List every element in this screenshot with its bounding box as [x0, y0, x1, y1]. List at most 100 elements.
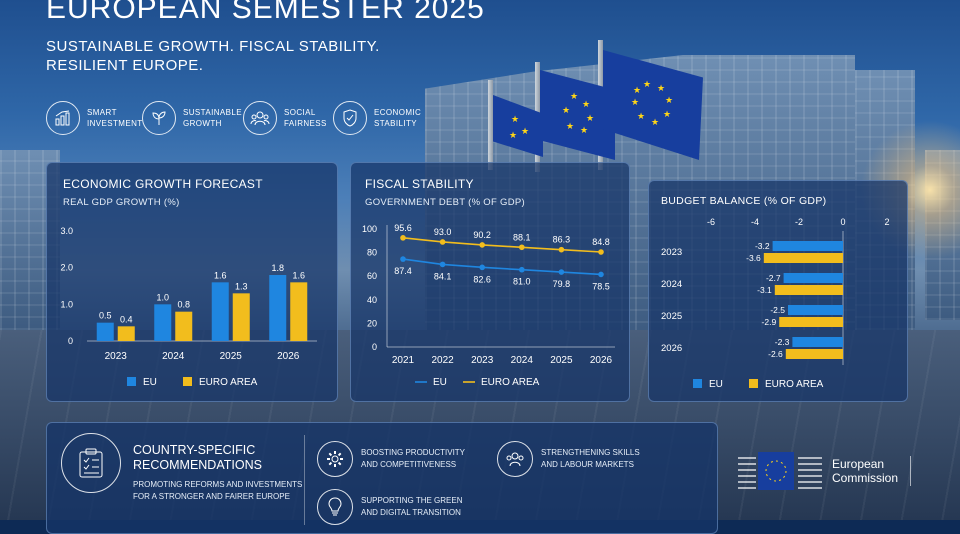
y-tick-label: 40 [367, 295, 377, 305]
legend-label: EURO AREA [199, 377, 258, 388]
data-label: 82.6 [473, 274, 491, 284]
y-tick-label: 3.0 [60, 226, 73, 236]
pillar-label-line1: ECONOMIC [374, 108, 422, 117]
page-subtitle-line1: SUSTAINABLE GROWTH. FISCAL STABILITY. [46, 38, 380, 55]
bar-eu [96, 322, 114, 341]
data-label: 1.6 [214, 270, 227, 280]
data-label: 1.6 [292, 270, 305, 280]
y-tick-label: 1.0 [60, 299, 73, 309]
pillar-label-line1: SUSTAINABLE [183, 108, 242, 117]
leaf-icon [142, 101, 176, 135]
pillar-label-line2: INVESTMENT [87, 119, 143, 128]
x-tick-label: 2024 [511, 355, 534, 366]
data-point [479, 242, 485, 248]
bar-eu [792, 337, 843, 347]
recommendations-heading: COUNTRY-SPECIFIC RECOMMENDATIONS [133, 443, 262, 473]
x-tick-label: 2021 [392, 355, 415, 366]
x-tick-label: 2026 [277, 351, 300, 362]
chart-subtitle: REAL GDP GROWTH (%) [63, 197, 180, 208]
people-icon [243, 101, 277, 135]
chart-title: ECONOMIC GROWTH FORECAST [63, 177, 263, 191]
flag-pole [488, 80, 493, 170]
recommendation-item-line1: STRENGTHENING SKILLS [541, 448, 640, 457]
page-subtitle-line2: RESILIENT EUROPE. [46, 57, 204, 74]
page-title: EUROPEAN SEMESTER 2025 [46, 0, 485, 25]
divider [304, 435, 305, 525]
recommendations-desc-line1: PROMOTING REFORMS AND INVESTMENTS [133, 480, 303, 489]
gear-icon [317, 441, 353, 477]
data-label: 90.2 [473, 230, 491, 240]
data-point [519, 244, 525, 251]
recommendation-item-line2: AND COMPETITIVENESS [361, 460, 457, 469]
data-label: 88.1 [513, 232, 531, 242]
data-point [519, 266, 525, 273]
bar-euro-area [117, 326, 135, 341]
data-label: -2.3 [775, 337, 790, 347]
data-label: 95.6 [394, 223, 412, 233]
gdp-growth-panel: ECONOMIC GROWTH FORECAST REAL GDP GROWTH… [46, 162, 338, 402]
y-tick-label: 80 [367, 248, 377, 258]
chart-title: BUDGET BALANCE (% OF GDP) [661, 195, 827, 207]
budget-balance-panel: BUDGET BALANCE (% OF GDP) -6 -4 -2 0 2 2023 -3… [648, 180, 908, 402]
data-label: 0.5 [99, 311, 112, 321]
data-label: 0.8 [177, 300, 190, 310]
data-label: -3.2 [755, 241, 770, 251]
x-tick-label: -4 [751, 217, 759, 227]
x-tick-label: 2022 [431, 355, 454, 366]
legend-label: EURO AREA [765, 379, 824, 390]
legend-label: EURO AREA [481, 377, 540, 388]
pillar-label-line2: STABILITY [374, 119, 418, 128]
recommendation-item-line2: AND DIGITAL TRANSITION [361, 508, 461, 517]
bar-eu [788, 305, 843, 315]
bar-euro-area [232, 293, 250, 341]
x-tick-label: 2023 [471, 355, 494, 366]
recommendations-heading-line2: RECOMMENDATIONS [133, 458, 262, 472]
x-tick-label: 2024 [162, 351, 185, 362]
x-tick-label: 0 [840, 217, 845, 227]
bar-euro-area [774, 285, 843, 295]
recommendation-item: STRENGTHENING SKILLS AND LABOUR MARKETS [497, 441, 640, 477]
x-tick-label: 2 [884, 217, 889, 227]
y-tick-label: 60 [367, 271, 377, 281]
logo-divider [910, 456, 912, 486]
pillar-economic-stability: ECONOMIC STABILITY [333, 100, 421, 136]
bar-eu [772, 241, 843, 251]
x-tick-label: 2026 [590, 355, 613, 366]
series-line-eu [402, 258, 602, 276]
recommendations-desc-line2: FOR A STRONGER AND FAIRER EUROPE [133, 492, 290, 501]
data-label: -2.5 [770, 305, 785, 315]
recommendation-item: BOOSTING PRODUCTIVITY AND COMPETITIVENESS [317, 441, 465, 477]
data-label: 1.0 [156, 292, 169, 302]
data-label: 87.4 [394, 266, 412, 276]
recommendations-heading-line1: COUNTRY-SPECIFIC [133, 443, 256, 457]
pillar-label-line2: FAIRNESS [284, 119, 327, 128]
logo-line2: Commission [832, 471, 899, 485]
data-label: 93.0 [434, 227, 452, 237]
pillar-sustainable-growth: SUSTAINABLE GROWTH [142, 100, 242, 136]
pillar-smart-investment: SMART INVESTMENT [46, 100, 143, 136]
legend-label: EU [433, 377, 447, 388]
data-label: 79.8 [553, 279, 571, 289]
gdp-growth-chart: 0 1.0 2.0 3.0 2023 0.5 0.4 2024 1.0 0.8 2025 1.6 1.3… [60, 226, 317, 388]
legend-swatch [749, 379, 758, 388]
checklist-icon [61, 433, 121, 493]
y-tick-label: 0 [372, 342, 377, 352]
chart-title: FISCAL STABILITY [365, 177, 474, 191]
data-point [400, 235, 406, 241]
bar-euro-area [290, 282, 308, 341]
recommendations-panel: COUNTRY-SPECIFIC RECOMMENDATIONS PROMOTI… [46, 422, 718, 534]
data-point [439, 261, 446, 268]
x-tick-label: 2025 [220, 351, 243, 362]
pillar-label-line2: GROWTH [183, 119, 222, 128]
x-tick-label: 2023 [105, 351, 128, 362]
x-tick-label: 2025 [550, 355, 573, 366]
government-debt-chart: 0 20 40 60 80 100 2021 2022 2023 2024 2025 2026 87.4… [362, 223, 615, 388]
y-tick-label: 2024 [661, 279, 682, 290]
recommendation-item-line2: AND LABOUR MARKETS [541, 460, 634, 469]
bar-euro-area [779, 317, 843, 327]
y-tick-label: 2023 [661, 247, 682, 258]
y-tick-label: 0 [68, 336, 73, 346]
y-tick-label: 100 [362, 224, 377, 234]
logo-line1: European [832, 457, 885, 471]
pillar-label-line1: SMART [87, 108, 117, 117]
